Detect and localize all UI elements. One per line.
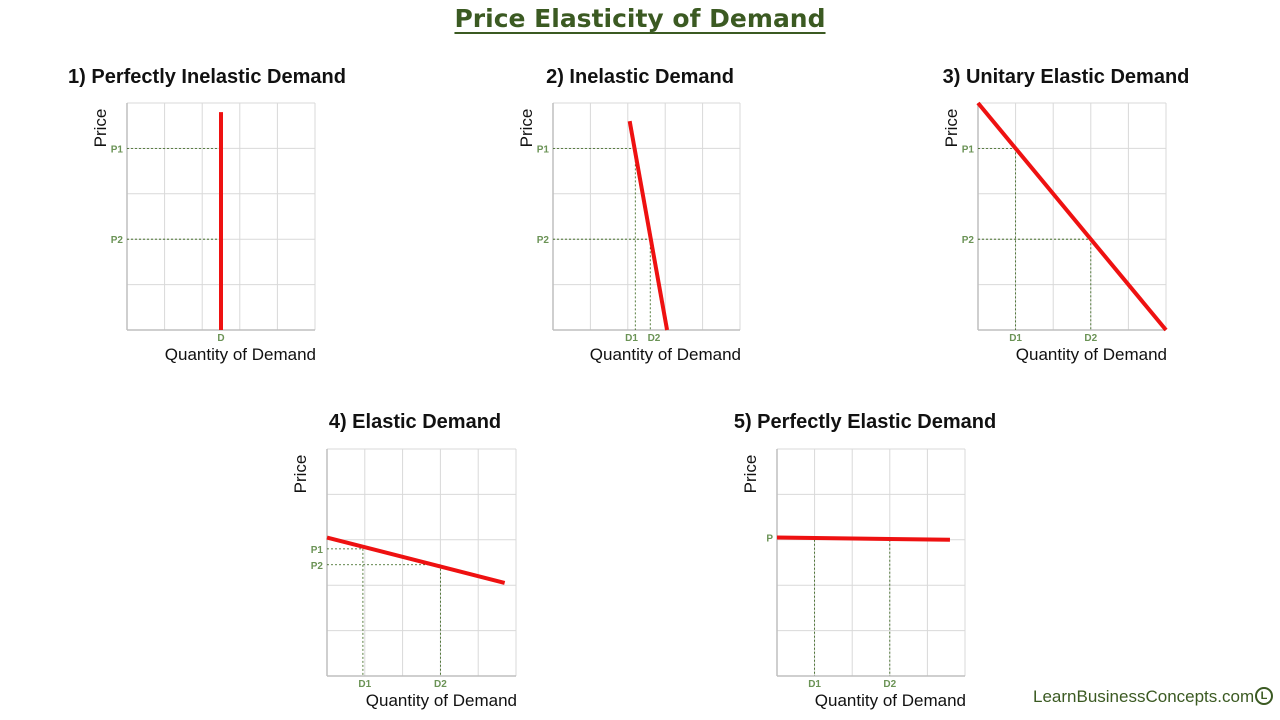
- x-axis-label: Quantity of Demand: [165, 345, 316, 364]
- y-tick-label: P: [766, 534, 773, 545]
- x-tick-label: D2: [1084, 333, 1097, 344]
- x-axis-label: Quantity of Demand: [815, 691, 966, 710]
- page-title: Price Elasticity of Demand: [454, 4, 826, 33]
- x-tick-label: D2: [434, 679, 447, 690]
- y-axis-label: Price: [741, 455, 760, 494]
- chart-perfectly-elastic: 5) Perfectly Elastic Demand P D1 D2Quantity…: [734, 411, 996, 710]
- y-axis-label: Price: [942, 109, 961, 148]
- y-tick-label: P1: [111, 144, 124, 155]
- demand-curve: [326, 535, 506, 585]
- y-tick-label: P2: [311, 561, 324, 572]
- x-tick-label: D2: [883, 679, 896, 690]
- y-tick-label: P2: [537, 235, 550, 246]
- x-tick-label: D2: [648, 333, 661, 344]
- y-tick-label: P2: [962, 235, 975, 246]
- chart-unitary-elastic: 3) Unitary Elastic Demand P1 P2 D1 D2Quantit…: [942, 66, 1189, 364]
- y-axis-label: Price: [291, 455, 310, 494]
- demand-curve: [976, 101, 1168, 332]
- y-tick-label: P1: [962, 144, 975, 155]
- brand[interactable]: LearnBusinessConcepts.com L: [1033, 686, 1275, 710]
- chart-title: 4) Elastic Demand: [329, 411, 501, 433]
- x-axis-label: Quantity of Demand: [366, 691, 517, 710]
- y-axis-label: Price: [517, 109, 536, 148]
- chart-title: 5) Perfectly Elastic Demand: [734, 411, 996, 433]
- y-axis-label: Price: [91, 109, 110, 148]
- x-tick-label: D1: [625, 333, 638, 344]
- chart-perfectly-inelastic: 1) Perfectly Inelastic Demand P1 P2 DQuanti…: [68, 66, 346, 364]
- demand-curve: [776, 535, 950, 542]
- chart-title: 1) Perfectly Inelastic Demand: [68, 66, 346, 88]
- demand-curve: [627, 120, 670, 331]
- y-tick-label: P1: [311, 545, 324, 556]
- brand-name: LearnBusinessConcepts.com: [1033, 687, 1255, 706]
- y-tick-label: P2: [111, 235, 124, 246]
- x-tick-label: D1: [808, 679, 821, 690]
- y-tick-label: P1: [537, 144, 550, 155]
- chart-title: 2) Inelastic Demand: [546, 66, 734, 88]
- x-tick-label: D1: [1009, 333, 1022, 344]
- x-tick-label: D: [217, 333, 224, 344]
- x-axis-label: Quantity of Demand: [590, 345, 741, 364]
- x-tick-label: D1: [358, 679, 371, 690]
- brand-logo-icon: L: [1255, 687, 1273, 705]
- chart-title: 3) Unitary Elastic Demand: [943, 66, 1190, 88]
- x-axis-label: Quantity of Demand: [1016, 345, 1167, 364]
